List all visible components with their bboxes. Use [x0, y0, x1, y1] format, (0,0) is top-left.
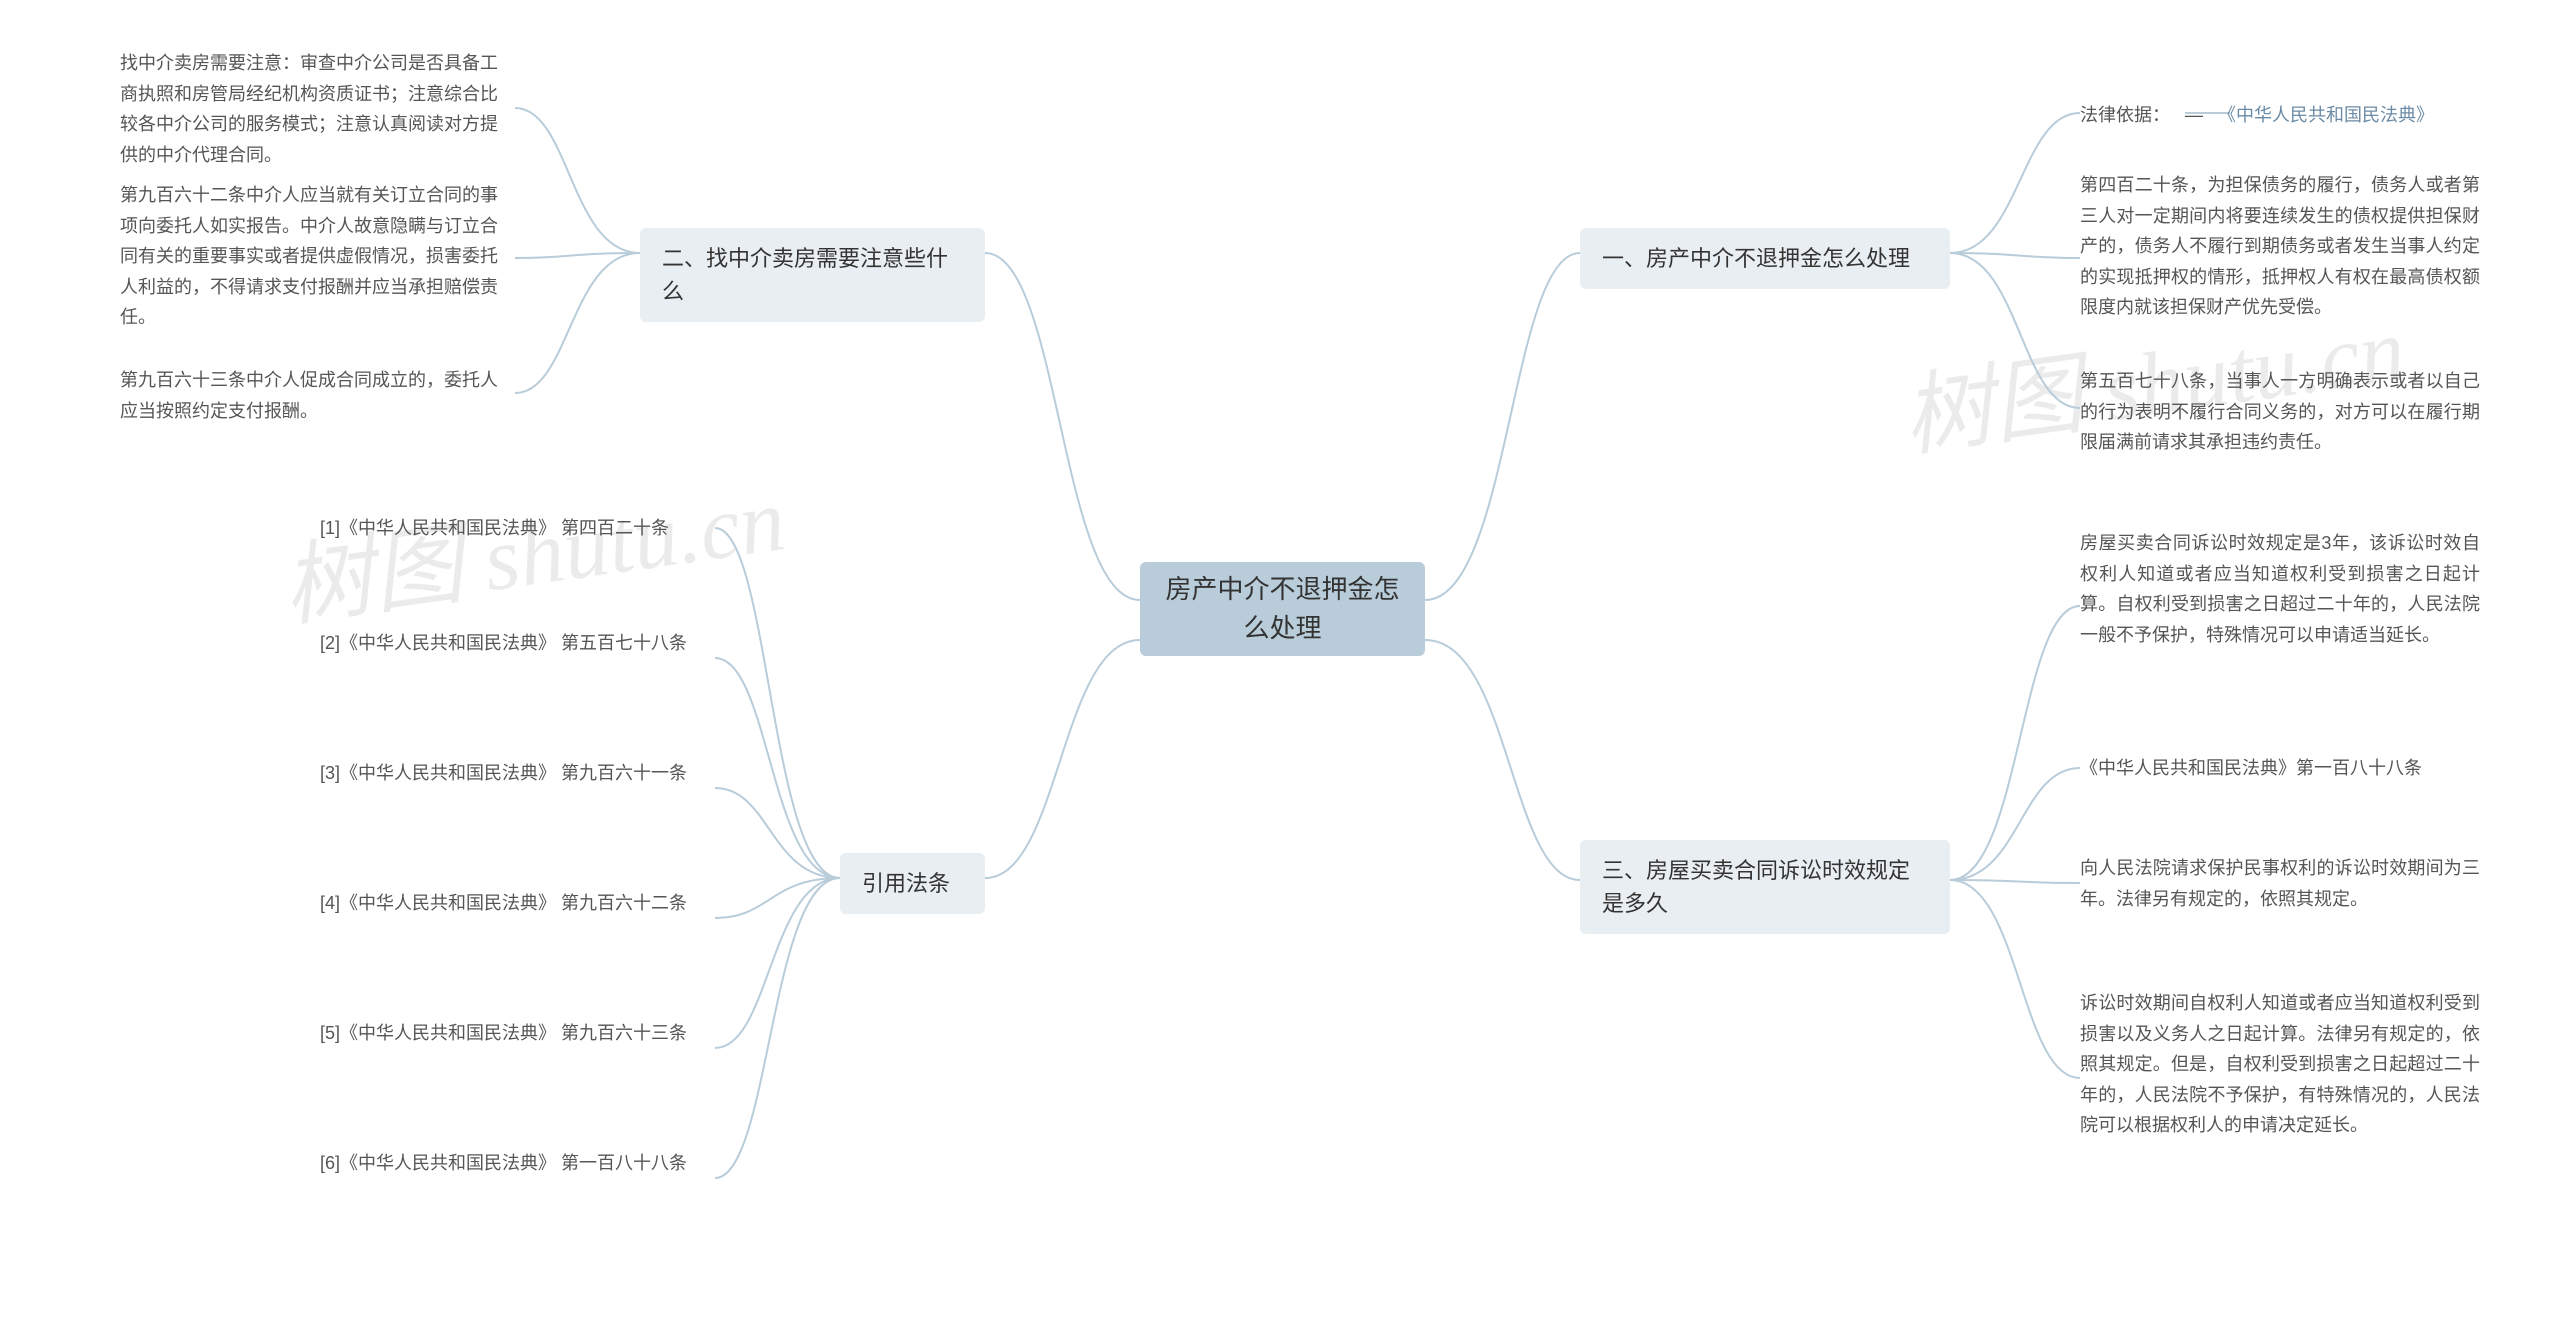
leaf-l2-1: [1]《中华人民共和国民法典》 第四百二十条 — [320, 513, 715, 544]
leaf-l2-4: [4]《中华人民共和国民法典》 第九百六十二条 — [320, 888, 715, 919]
leaf-l1-3: 第九百六十三条中介人促成合同成立的，委托人应当按照约定支付报酬。 — [120, 365, 515, 426]
watermark-left: 树图 shutu.cn — [273, 445, 791, 644]
leaf-l1-2: 第九百六十二条中介人应当就有关订立合同的事项向委托人如实报告。中介人故意隐瞒与订… — [120, 180, 515, 333]
root-node: 房产中介不退押金怎么处理 — [1140, 562, 1425, 656]
leaf-r1-1b: 《中华人民共和国民法典》 — [2218, 105, 2434, 125]
branch-right-2: 三、房屋买卖合同诉讼时效规定是多久 — [1580, 840, 1950, 934]
leaf-r2-2: 《中华人民共和国民法典》第一百八十八条 — [2080, 753, 2480, 784]
branch-left-1-title: 二、找中介卖房需要注意些什么 — [662, 242, 963, 308]
branch-left-1: 二、找中介卖房需要注意些什么 — [640, 228, 985, 322]
leaf-l2-2: [2]《中华人民共和国民法典》 第五百七十八条 — [320, 628, 715, 659]
leaf-l2-3: [3]《中华人民共和国民法典》 第九百六十一条 — [320, 758, 715, 789]
leaf-r2-3: 向人民法院请求保护民事权利的诉讼时效期间为三年。法律另有规定的，依照其规定。 — [2080, 853, 2480, 914]
leaf-l2-5: [5]《中华人民共和国民法典》 第九百六十三条 — [320, 1018, 715, 1049]
branch-right-2-title: 三、房屋买卖合同诉讼时效规定是多久 — [1602, 854, 1928, 920]
leaf-r2-1: 房屋买卖合同诉讼时效规定是3年，该诉讼时效自权利人知道或者应当知道权利受到损害之… — [2080, 528, 2480, 650]
leaf-r1-1a: 法律依据： — [2080, 105, 2170, 125]
leaf-l1-1: 找中介卖房需要注意：审查中介公司是否具备工商执照和房管局经纪机构资质证书；注意综… — [120, 48, 515, 170]
branch-right-1: 一、房产中介不退押金怎么处理 — [1580, 228, 1950, 289]
branch-right-1-title: 一、房产中介不退押金怎么处理 — [1602, 242, 1910, 275]
leaf-r2-4: 诉讼时效期间自权利人知道或者应当知道权利受到损害以及义务人之日起计算。法律另有规… — [2080, 988, 2480, 1141]
branch-left-2-title: 引用法条 — [862, 867, 950, 900]
leaf-r1-2: 第四百二十条，为担保债务的履行，债务人或者第三人对一定期间内将要连续发生的债权提… — [2080, 170, 2480, 323]
leaf-l2-6: [6]《中华人民共和国民法典》 第一百八十八条 — [320, 1148, 715, 1179]
branch-left-2: 引用法条 — [840, 853, 985, 914]
leaf-r1-1: 法律依据： — 《中华人民共和国民法典》 — [2080, 100, 2500, 131]
leaf-r1-3: 第五百七十八条，当事人一方明确表示或者以自己的行为表明不履行合同义务的，对方可以… — [2080, 366, 2480, 458]
root-title: 房产中介不退押金怎么处理 — [1162, 570, 1403, 648]
